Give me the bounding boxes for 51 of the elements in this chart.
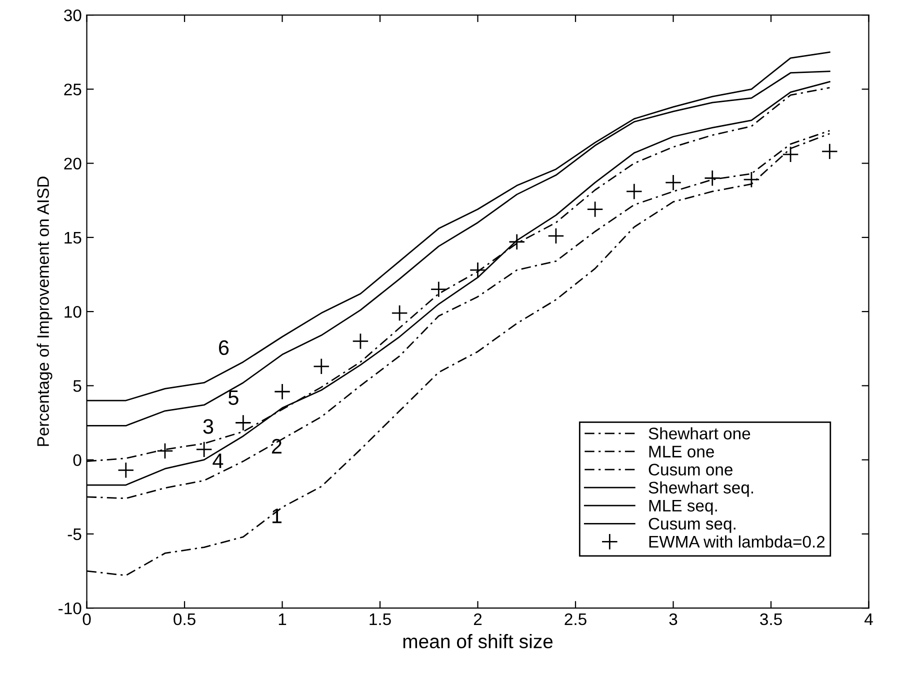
annotation: 5 bbox=[228, 390, 238, 405]
y-axis-title: Percentage of Improvement on AISD bbox=[36, 176, 52, 446]
x-tick-label: 0 bbox=[82, 613, 91, 626]
legend-label: EWMA with lambda=0.2 bbox=[649, 535, 825, 548]
x-tick-label: 3.5 bbox=[760, 613, 782, 626]
point bbox=[548, 228, 564, 244]
point bbox=[156, 442, 174, 460]
y-tick-label: 10 bbox=[64, 306, 82, 318]
point bbox=[508, 234, 526, 250]
point bbox=[196, 441, 212, 458]
point bbox=[664, 174, 682, 191]
point bbox=[743, 171, 760, 188]
point bbox=[352, 332, 369, 350]
legend-label: Shewhart seq. bbox=[648, 481, 754, 497]
x-tick-label: 2.5 bbox=[564, 613, 586, 626]
legend-label: Cusum seq. bbox=[648, 518, 736, 533]
point bbox=[234, 414, 252, 432]
y-tick-label: 30 bbox=[64, 9, 82, 22]
x-tick-label: 3 bbox=[669, 613, 678, 626]
legend-label: Shewhart one bbox=[648, 427, 750, 440]
legend-label: Cusum one bbox=[648, 464, 732, 476]
x-tick-label: 0.5 bbox=[174, 613, 196, 626]
point bbox=[118, 462, 134, 478]
y-tick-label: -10 bbox=[58, 602, 82, 614]
y-tick-label: 25 bbox=[64, 84, 82, 96]
x-tick-label: 4 bbox=[864, 614, 873, 626]
point bbox=[626, 183, 642, 200]
point bbox=[782, 146, 799, 163]
annotation: 6 bbox=[218, 340, 229, 356]
y-tick-label: -5 bbox=[68, 528, 82, 540]
x-tick-label: 1 bbox=[278, 614, 286, 626]
point bbox=[430, 281, 447, 298]
annotation: 3 bbox=[203, 419, 214, 434]
y-tick-label: 20 bbox=[64, 158, 82, 170]
x-tick-label: 1.5 bbox=[370, 614, 391, 626]
annotation: 2 bbox=[272, 438, 282, 454]
point bbox=[274, 383, 291, 400]
x-axis-title: mean of shift size bbox=[403, 634, 553, 648]
y-tick-label: 0 bbox=[73, 454, 82, 466]
y-tick-label: 15 bbox=[64, 232, 82, 244]
point bbox=[704, 170, 721, 186]
point bbox=[821, 143, 838, 160]
annotation: 4 bbox=[212, 454, 224, 468]
legend-label: MLE one bbox=[649, 446, 714, 458]
point bbox=[586, 200, 604, 218]
point bbox=[313, 358, 330, 375]
x-tick-label: 2 bbox=[474, 613, 482, 626]
y-tick-label: 5 bbox=[73, 380, 82, 392]
point bbox=[469, 262, 486, 278]
point bbox=[391, 304, 408, 322]
legend-label: MLE seq. bbox=[649, 500, 717, 515]
